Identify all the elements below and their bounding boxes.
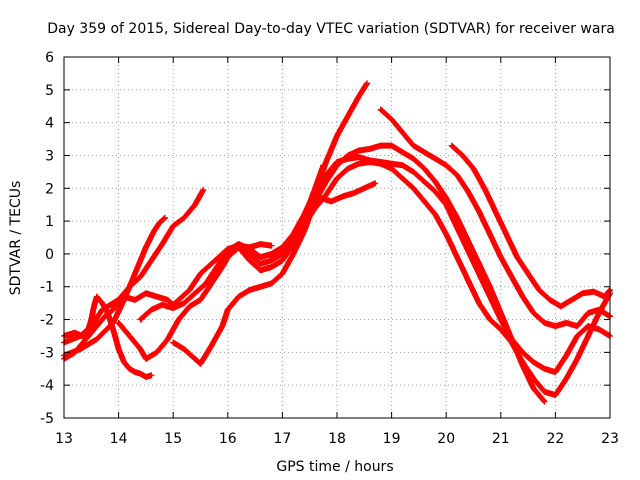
chart-title: Day 359 of 2015, Sidereal Day-to-day VTE…	[47, 21, 615, 37]
y-axis-label: SDTVAR / TECUs	[8, 181, 24, 296]
x-tick-label: 15	[164, 431, 182, 447]
data-series-group	[61, 80, 613, 405]
y-tick-label: -3	[40, 345, 54, 361]
grid	[64, 57, 610, 418]
x-tick-label: 13	[55, 431, 73, 447]
series-8	[224, 142, 548, 405]
x-tick-label: 16	[219, 431, 237, 447]
x-tick-label: 17	[273, 431, 291, 447]
series-10	[306, 180, 379, 208]
x-tick-label: 19	[383, 431, 401, 447]
y-tick-label: 2	[45, 181, 54, 197]
x-axis-label: GPS time / hours	[276, 459, 393, 475]
series-markers	[377, 106, 613, 330]
x-tick-label: 20	[437, 431, 455, 447]
series-markers	[448, 142, 613, 310]
series-markers	[224, 142, 548, 405]
y-tick-label: 6	[45, 50, 54, 66]
x-tick-label: 22	[546, 431, 564, 447]
y-tick-label: 1	[45, 214, 54, 230]
y-tick-label: 5	[45, 83, 54, 99]
series-12	[448, 142, 613, 310]
y-tick-label: -2	[40, 313, 54, 329]
y-tick-label: 4	[45, 116, 54, 132]
x-tick-label: 21	[492, 431, 510, 447]
y-tick-label: -4	[40, 378, 54, 394]
y-tick-label: -5	[40, 411, 54, 427]
x-tick-label: 18	[328, 431, 346, 447]
y-tick-label: 3	[45, 148, 54, 164]
x-tick-label: 14	[110, 431, 128, 447]
y-tick-label: -1	[40, 280, 54, 296]
y-tick-label: 0	[45, 247, 54, 263]
series-9	[268, 159, 613, 398]
series-markers	[268, 159, 613, 398]
x-tick-label: 23	[601, 431, 619, 447]
series-markers	[306, 180, 379, 208]
series-11	[377, 106, 613, 330]
